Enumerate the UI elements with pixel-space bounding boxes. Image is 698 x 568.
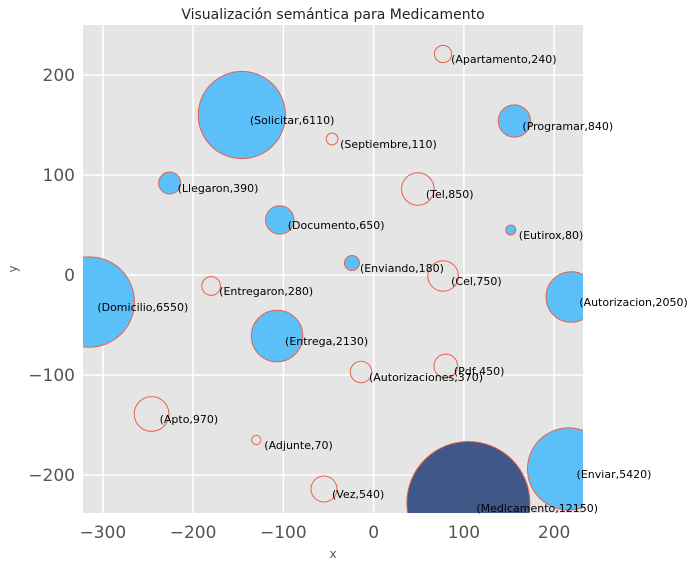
plot-area: (Apartamento,240) (Solicitar,6110) (Progra… — [83, 25, 688, 515]
bubble-pdf — [433, 353, 459, 379]
x-tick-label: −100 — [260, 523, 307, 543]
bubble-entregaron — [201, 276, 221, 296]
bubble-autorizaciones — [349, 360, 373, 384]
x-tick-label: 0 — [368, 523, 379, 543]
bubble-label-cel: (Cel,750) — [451, 275, 502, 288]
bubble-label-documento: (Documento,650) — [288, 219, 385, 232]
bubble-autorizacion — [545, 271, 583, 323]
bubble-adjunte — [251, 434, 262, 446]
bubble-apartamento — [433, 44, 453, 64]
bubble-label-medicamento: (Medicamento,12150) — [476, 502, 598, 515]
bubble-label-apto: (Apto,970) — [160, 413, 219, 426]
bubble-llegaron — [158, 171, 182, 195]
y-tick-label: −200 — [28, 466, 75, 486]
bubble-label-vez: (Vez,540) — [332, 488, 384, 501]
x-tick-label: −300 — [80, 523, 127, 543]
bubble-apto — [133, 396, 170, 432]
bubble-label-septiembre: (Septiembre,110) — [340, 138, 437, 151]
bubble-label-solicitar: (Solicitar,6110) — [250, 114, 335, 127]
x-axis-label: x — [329, 547, 336, 561]
x-tick-label: 100 — [448, 523, 480, 543]
x-tick-label: −200 — [170, 523, 217, 543]
y-tick-label: 0 — [64, 266, 75, 286]
bubble-label-apartamento: (Apartamento,240) — [451, 53, 556, 66]
bubble-vez — [310, 475, 338, 503]
y-tick-label: 100 — [43, 166, 75, 186]
bubble-programar — [497, 104, 532, 138]
bubble-label-autorizaciones: (Autorizaciones,370) — [369, 371, 483, 384]
y-axis: −200 −100 0 100 200 — [28, 66, 75, 486]
bubble-enviar — [526, 427, 583, 511]
bubble-tel — [401, 172, 435, 206]
chart-title: Visualización semántica para Medicamento — [181, 7, 484, 23]
bubble-label-enviando: (Enviando,180) — [360, 262, 444, 275]
y-axis-label: y — [6, 265, 20, 272]
y-tick-label: −100 — [28, 366, 75, 386]
bubble-label-eutirox: (Eutirox,80) — [519, 229, 584, 242]
bubble-label-adjunte: (Adjunte,70) — [264, 439, 332, 452]
bubble-label-domicilio: (Domicilio,6550) — [97, 301, 188, 314]
bubble-entrega — [250, 309, 304, 363]
bubble-label-entregaron: (Entregaron,280) — [219, 285, 313, 298]
bubble-documento — [265, 205, 295, 235]
bubble-solicitar — [197, 70, 286, 160]
bubble-enviando — [343, 255, 360, 271]
y-tick-label: 200 — [43, 66, 75, 86]
x-tick-label: 200 — [538, 523, 570, 543]
bubble-domicilio — [83, 256, 135, 348]
bubble-septiembre — [325, 132, 339, 146]
bubble-label-autorizacion: (Autorizacion,2050) — [579, 296, 688, 309]
plot-background — [83, 25, 583, 513]
bubble-eutirox — [505, 224, 517, 236]
bubble-label-enviar: (Enviar,5420) — [577, 468, 652, 481]
bubbles — [83, 44, 583, 513]
bubble-label-tel: (Tel,850) — [426, 188, 474, 201]
bubble-label-pdf: (Pdf,450) — [454, 365, 505, 378]
bubble-labels: (Apartamento,240) (Solicitar,6110) (Progra… — [97, 53, 687, 515]
bubble-label-programar: (Programar,840) — [522, 120, 613, 133]
bubble-label-entrega: (Entrega,2130) — [285, 335, 368, 348]
bubble-medicamento — [406, 441, 531, 513]
x-axis: −300 −200 −100 0 100 200 — [80, 523, 571, 543]
bubble-cel — [427, 260, 459, 292]
bubble-label-llegaron: (Llegaron,390) — [178, 182, 259, 195]
